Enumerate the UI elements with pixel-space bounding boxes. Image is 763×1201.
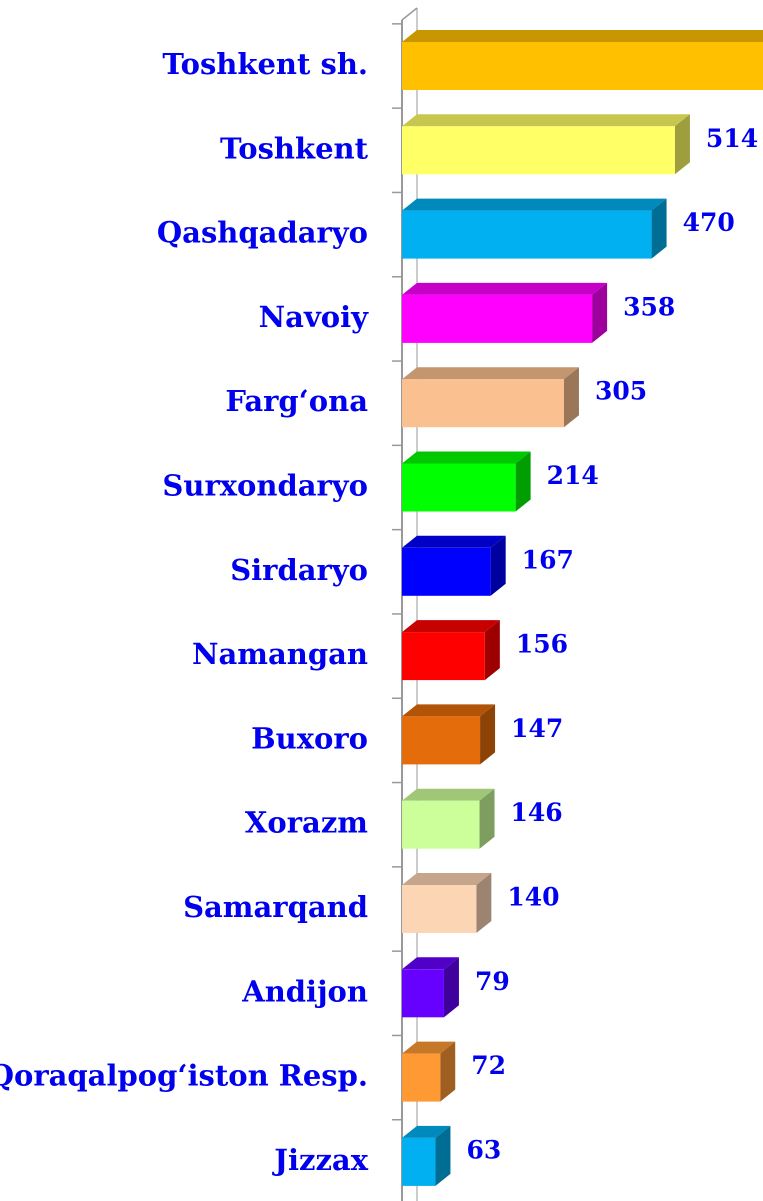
bar bbox=[402, 620, 500, 681]
bar bbox=[402, 367, 579, 428]
bar bbox=[402, 535, 506, 596]
bar bbox=[402, 704, 496, 765]
bar bbox=[402, 788, 495, 849]
category-label: Samarqand bbox=[183, 890, 368, 924]
axis-wall bbox=[401, 7, 418, 1201]
value-label: 214 bbox=[547, 461, 599, 490]
category-label: Qashqadaryo bbox=[157, 216, 368, 250]
category-label: Toshkent sh. bbox=[162, 47, 368, 81]
bar bbox=[402, 1041, 456, 1102]
value-label: 63 bbox=[466, 1135, 501, 1164]
category-label: Sirdaryo bbox=[230, 553, 368, 587]
bar bbox=[402, 114, 690, 175]
value-label: 156 bbox=[516, 630, 568, 659]
value-label: 79 bbox=[475, 967, 510, 996]
bar bbox=[402, 1125, 451, 1186]
category-label: Farg‘ona bbox=[225, 384, 368, 418]
category-label: Andijon bbox=[241, 974, 368, 1008]
bar bbox=[402, 282, 608, 343]
category-label: Xorazm bbox=[245, 806, 368, 840]
value-label: 140 bbox=[507, 883, 559, 912]
value-label: 514 bbox=[706, 124, 758, 153]
bar bbox=[402, 873, 492, 933]
bar bbox=[402, 30, 763, 90]
value-label: 167 bbox=[522, 545, 574, 574]
value-label: 470 bbox=[683, 208, 735, 237]
bar bbox=[402, 451, 531, 512]
category-label: Surxondaryo bbox=[162, 469, 368, 503]
category-label: Qoraqalpog‘iston Resp. bbox=[0, 1059, 368, 1093]
category-label: Jizzax bbox=[271, 1143, 368, 1177]
category-label: Navoiy bbox=[259, 300, 370, 334]
value-label: 72 bbox=[471, 1051, 506, 1080]
value-label: 305 bbox=[595, 377, 647, 406]
bar bbox=[402, 957, 459, 1018]
category-label: Namangan bbox=[192, 637, 368, 671]
value-label: 147 bbox=[511, 714, 563, 743]
value-label: 146 bbox=[511, 798, 563, 827]
value-label: 358 bbox=[623, 292, 675, 321]
category-label: Toshkent bbox=[220, 131, 369, 165]
bar bbox=[402, 198, 667, 259]
category-label: Buxoro bbox=[251, 721, 368, 755]
